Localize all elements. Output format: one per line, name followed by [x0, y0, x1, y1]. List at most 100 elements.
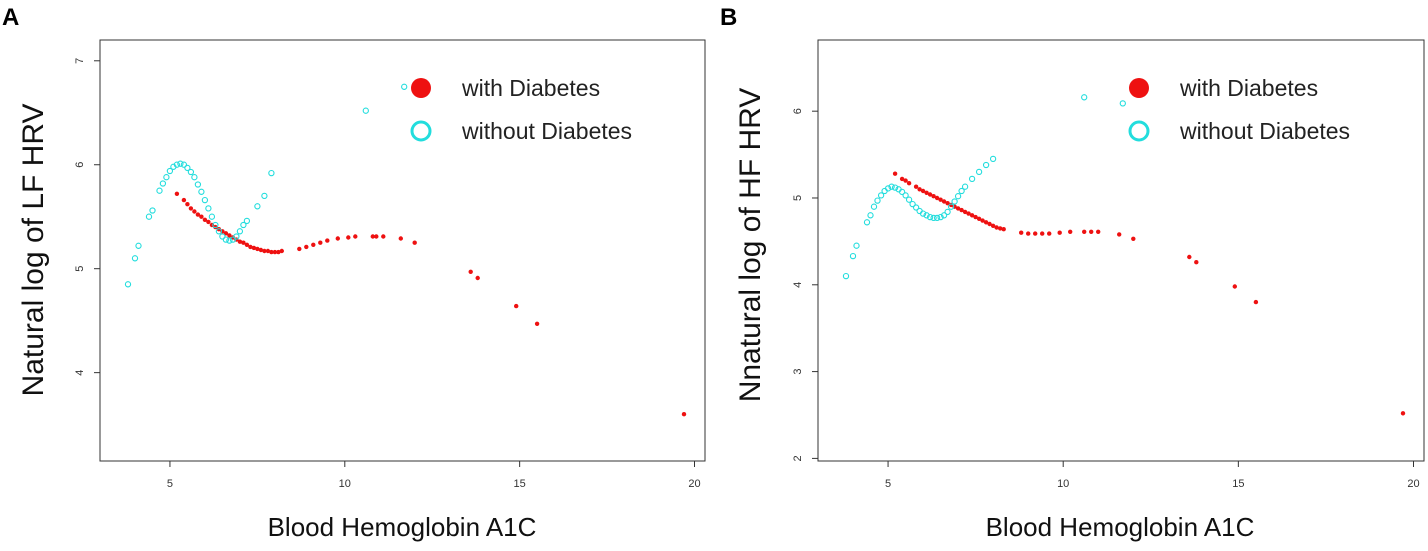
data-point-without-diabetes: [229, 236, 237, 243]
panel-a-x-axis: 5 10 15 20: [167, 461, 701, 490]
legend-label-with-diabetes: with Diabetes: [461, 75, 600, 101]
data-point-with-diabetes: [1253, 299, 1259, 305]
data-point-without-diabetes: [226, 237, 233, 244]
data-point-without-diabetes: [261, 192, 268, 200]
panel-a-legend: with Diabetes without Diabetes: [410, 75, 632, 144]
data-point-without-diabetes: [944, 208, 951, 216]
data-point-with-diabetes: [990, 223, 996, 228]
data-point-without-diabetes: [180, 161, 188, 168]
data-point-without-diabetes: [1119, 100, 1126, 107]
data-point-with-diabetes: [892, 171, 898, 176]
data-point-with-diabetes: [258, 247, 264, 253]
data-point-with-diabetes: [987, 221, 992, 227]
data-point-without-diabetes: [163, 174, 170, 181]
data-point-with-diabetes: [272, 249, 278, 255]
data-point-without-diabetes: [205, 205, 212, 212]
x-tick-label: 10: [339, 478, 351, 490]
data-point-with-diabetes: [969, 213, 975, 218]
data-point-with-diabetes: [223, 231, 229, 236]
data-point-without-diabetes: [863, 219, 871, 226]
data-point-without-diabetes: [923, 212, 930, 219]
data-point-without-diabetes: [909, 200, 916, 208]
data-point-without-diabetes: [898, 188, 906, 196]
panel-a-series-with-diabetes: [174, 191, 687, 417]
data-point-with-diabetes: [192, 209, 197, 214]
data-point-with-diabetes: [534, 321, 540, 326]
panel-b-x-axis-label: Blood Hemoglobin A1C: [986, 512, 1255, 542]
data-point-without-diabetes: [877, 192, 885, 199]
panel-a: A 4 5 6 7 5 10 15 20 Natural log of LF H…: [2, 4, 706, 542]
data-point-with-diabetes: [381, 234, 386, 239]
data-point-with-diabetes: [945, 201, 950, 206]
panel-b-y-axis-label: Nnatural log of HF HRV: [734, 88, 767, 403]
data-point-without-diabetes: [884, 185, 892, 192]
data-point-with-diabetes: [269, 249, 274, 255]
data-point-with-diabetes: [185, 202, 190, 207]
data-point-without-diabetes: [124, 281, 132, 288]
data-point-with-diabetes: [906, 181, 912, 186]
data-point-without-diabetes: [177, 160, 184, 167]
data-point-with-diabetes: [934, 195, 940, 201]
y-tick-label: 3: [792, 369, 804, 375]
data-point-with-diabetes: [959, 207, 964, 213]
data-point-with-diabetes: [962, 209, 968, 215]
data-point-without-diabetes: [891, 184, 899, 191]
data-point-with-diabetes: [1117, 232, 1122, 237]
data-point-with-diabetes: [1096, 229, 1101, 234]
data-point-with-diabetes: [202, 217, 208, 222]
legend-marker-without-diabetes: [410, 120, 432, 142]
data-point-without-diabetes: [954, 193, 962, 200]
data-point-without-diabetes: [149, 207, 156, 214]
data-point-with-diabetes: [514, 303, 519, 309]
data-point-with-diabetes: [248, 244, 253, 250]
data-point-with-diabetes: [1026, 231, 1031, 236]
data-point-with-diabetes: [681, 412, 687, 417]
data-point-with-diabetes: [983, 220, 989, 225]
data-point-with-diabetes: [938, 197, 943, 202]
data-point-with-diabetes: [188, 206, 194, 211]
data-point-with-diabetes: [1040, 231, 1045, 236]
data-point-without-diabetes: [975, 168, 983, 176]
data-point-with-diabetes: [335, 236, 340, 241]
data-point-without-diabetes: [1081, 94, 1088, 101]
data-point-with-diabetes: [468, 269, 473, 274]
x-tick-label: 15: [514, 478, 526, 490]
panel-a-series-without-diabetes: [124, 83, 408, 288]
panel-a-letter: A: [2, 4, 19, 31]
data-point-without-diabetes: [268, 169, 275, 177]
data-point-with-diabetes: [1232, 284, 1238, 289]
y-tick-label: 2: [792, 455, 804, 461]
data-point-with-diabetes: [903, 178, 908, 183]
data-point-with-diabetes: [255, 246, 260, 252]
data-point-without-diabetes: [401, 83, 408, 90]
data-point-with-diabetes: [297, 246, 302, 252]
data-point-with-diabetes: [244, 242, 250, 247]
data-point-without-diabetes: [849, 252, 857, 260]
data-point-with-diabetes: [325, 238, 330, 243]
data-point-without-diabetes: [937, 213, 944, 221]
data-point-without-diabetes: [159, 180, 167, 187]
legend-marker-with-diabetes: [411, 78, 431, 98]
x-tick-label: 5: [167, 478, 173, 490]
data-point-without-diabetes: [215, 228, 223, 235]
data-point-with-diabetes: [973, 214, 978, 220]
data-point-without-diabetes: [201, 196, 209, 204]
data-point-with-diabetes: [174, 191, 180, 196]
data-point-without-diabetes: [947, 203, 955, 210]
data-point-without-diabetes: [240, 221, 247, 229]
legend-label-without-diabetes: without Diabetes: [1179, 118, 1350, 144]
data-point-with-diabetes: [1068, 229, 1073, 234]
data-point-with-diabetes: [1019, 230, 1024, 235]
data-point-without-diabetes: [930, 214, 937, 222]
data-point-without-diabetes: [905, 196, 913, 203]
data-point-without-diabetes: [222, 236, 230, 243]
data-point-with-diabetes: [265, 248, 271, 254]
data-point-without-diabetes: [198, 188, 205, 195]
data-point-without-diabetes: [362, 107, 369, 114]
data-point-with-diabetes: [1400, 411, 1406, 416]
panel-b-plot-frame: [817, 39, 1425, 462]
data-point-without-diabetes: [940, 212, 948, 219]
data-point-with-diabetes: [924, 190, 929, 195]
